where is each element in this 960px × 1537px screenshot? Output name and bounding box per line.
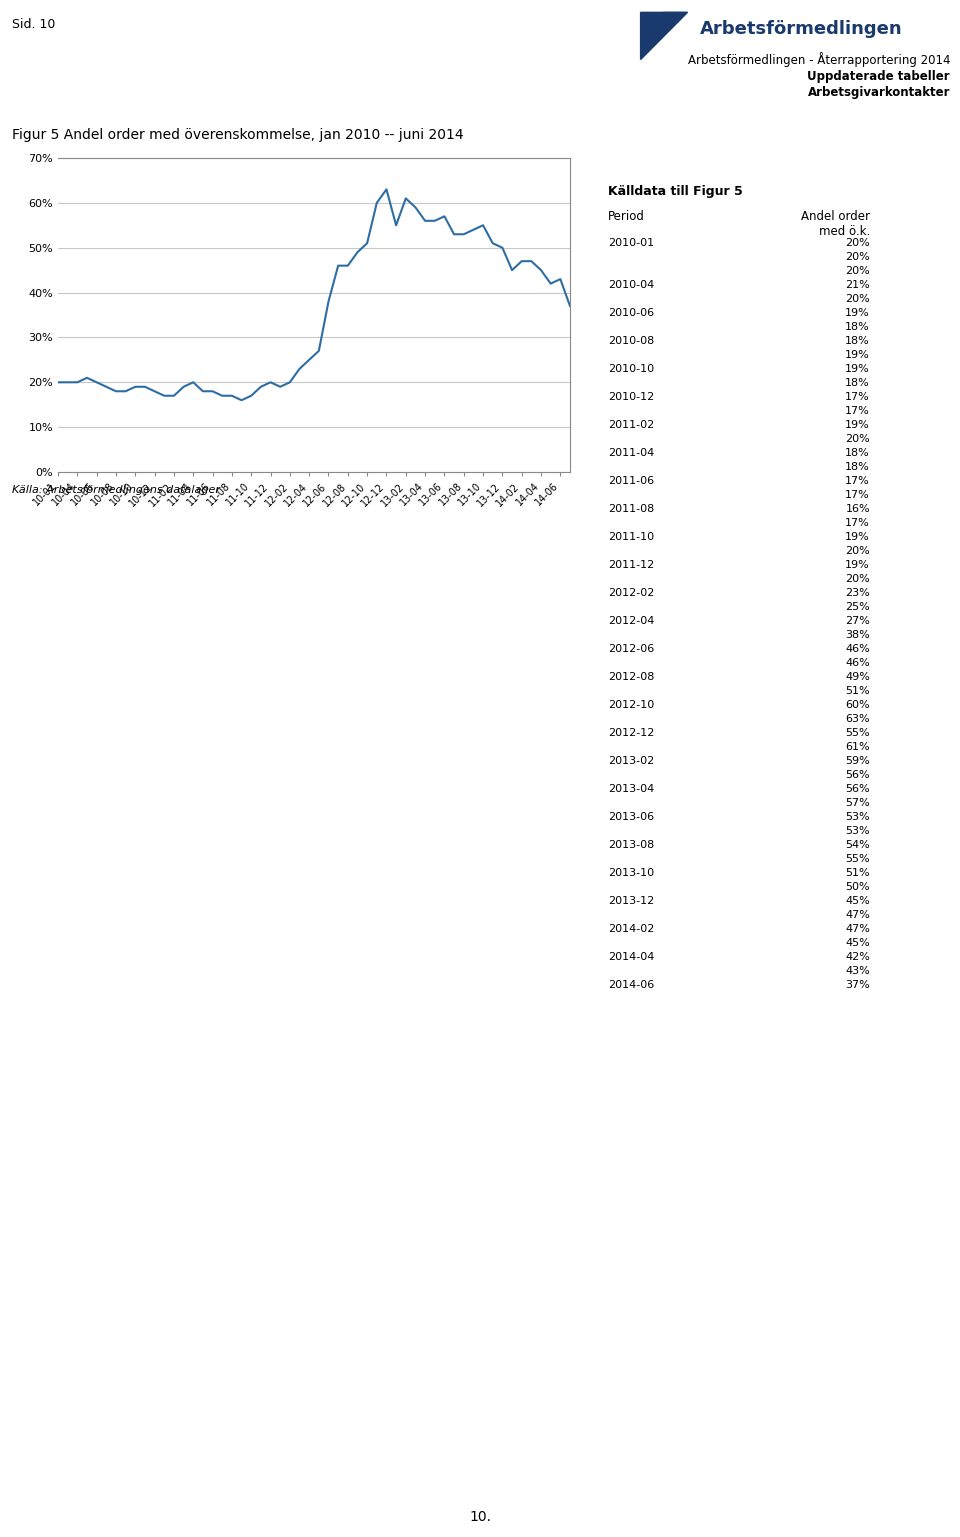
- Text: Arbetsförmedlingen: Arbetsförmedlingen: [700, 20, 902, 38]
- Text: 47%: 47%: [845, 910, 870, 921]
- Text: 18%: 18%: [845, 447, 870, 458]
- Text: 53%: 53%: [846, 812, 870, 822]
- Text: 16%: 16%: [846, 504, 870, 513]
- Text: 2010-12: 2010-12: [608, 392, 655, 403]
- Text: 2011-10: 2011-10: [608, 532, 654, 543]
- Text: 21%: 21%: [845, 280, 870, 290]
- Text: 20%: 20%: [845, 252, 870, 261]
- Text: 27%: 27%: [845, 616, 870, 626]
- Text: 2014-02: 2014-02: [608, 924, 655, 934]
- Text: 56%: 56%: [846, 784, 870, 795]
- Text: 19%: 19%: [845, 420, 870, 430]
- Text: 2011-04: 2011-04: [608, 447, 655, 458]
- Text: 53%: 53%: [846, 825, 870, 836]
- Text: 17%: 17%: [845, 392, 870, 403]
- Text: 45%: 45%: [845, 938, 870, 948]
- Text: 17%: 17%: [845, 476, 870, 486]
- Text: 20%: 20%: [845, 294, 870, 304]
- Text: 2012-12: 2012-12: [608, 729, 655, 738]
- Text: 2010-08: 2010-08: [608, 337, 655, 346]
- Text: Figur 5 Andel order med överenskommelse, jan 2010 -- juni 2014: Figur 5 Andel order med överenskommelse,…: [12, 128, 464, 141]
- Text: 54%: 54%: [845, 841, 870, 850]
- Text: 45%: 45%: [845, 896, 870, 905]
- Text: 2012-02: 2012-02: [608, 589, 655, 598]
- Text: 51%: 51%: [846, 686, 870, 696]
- Text: 20%: 20%: [845, 433, 870, 444]
- Text: 20%: 20%: [845, 573, 870, 584]
- Text: 18%: 18%: [845, 337, 870, 346]
- Text: 2012-08: 2012-08: [608, 672, 655, 682]
- Text: 2013-12: 2013-12: [608, 896, 655, 905]
- Text: 2010-06: 2010-06: [608, 307, 654, 318]
- Text: 47%: 47%: [845, 924, 870, 934]
- Text: 2011-02: 2011-02: [608, 420, 655, 430]
- Text: 20%: 20%: [845, 546, 870, 556]
- Text: 2010-10: 2010-10: [608, 364, 654, 373]
- Text: 18%: 18%: [845, 321, 870, 332]
- Text: 20%: 20%: [845, 238, 870, 247]
- Text: 19%: 19%: [845, 364, 870, 373]
- Text: 2013-04: 2013-04: [608, 784, 655, 795]
- Text: 2012-04: 2012-04: [608, 616, 655, 626]
- Text: 37%: 37%: [845, 981, 870, 990]
- Text: Källdata till Figur 5: Källdata till Figur 5: [608, 184, 743, 198]
- Text: 20%: 20%: [845, 266, 870, 277]
- Text: 55%: 55%: [846, 729, 870, 738]
- Text: 2010-04: 2010-04: [608, 280, 655, 290]
- Text: Uppdaterade tabeller: Uppdaterade tabeller: [807, 71, 950, 83]
- Text: 2014-04: 2014-04: [608, 951, 655, 962]
- Polygon shape: [640, 12, 687, 60]
- Text: 17%: 17%: [845, 490, 870, 500]
- Text: Källa: Arbetsförmedlingens datalager: Källa: Arbetsförmedlingens datalager: [12, 486, 220, 495]
- Text: 46%: 46%: [845, 644, 870, 655]
- Text: 50%: 50%: [846, 882, 870, 891]
- Text: Sid. 10: Sid. 10: [12, 18, 56, 31]
- Text: 60%: 60%: [846, 699, 870, 710]
- Text: 17%: 17%: [845, 518, 870, 529]
- Text: 55%: 55%: [846, 855, 870, 864]
- Text: Andel order
med ö.k.: Andel order med ö.k.: [801, 211, 870, 238]
- Text: 17%: 17%: [845, 406, 870, 417]
- Text: 42%: 42%: [845, 951, 870, 962]
- Text: 19%: 19%: [845, 532, 870, 543]
- Text: 19%: 19%: [845, 559, 870, 570]
- Text: 10.: 10.: [469, 1509, 491, 1525]
- Text: 18%: 18%: [845, 463, 870, 472]
- Text: 2010-01: 2010-01: [608, 238, 654, 247]
- Text: 46%: 46%: [845, 658, 870, 669]
- Text: 2013-02: 2013-02: [608, 756, 655, 765]
- Text: 23%: 23%: [845, 589, 870, 598]
- Text: Arbetsförmedlingen - Återrapportering 2014: Arbetsförmedlingen - Återrapportering 20…: [687, 52, 950, 68]
- Text: 38%: 38%: [845, 630, 870, 639]
- Text: 2011-12: 2011-12: [608, 559, 655, 570]
- Text: 19%: 19%: [845, 307, 870, 318]
- Text: 25%: 25%: [845, 603, 870, 612]
- Text: 63%: 63%: [846, 715, 870, 724]
- Text: 43%: 43%: [845, 965, 870, 976]
- Text: 2014-06: 2014-06: [608, 981, 655, 990]
- Text: 56%: 56%: [846, 770, 870, 779]
- Text: 2012-06: 2012-06: [608, 644, 655, 655]
- Text: 57%: 57%: [845, 798, 870, 808]
- Text: 18%: 18%: [845, 378, 870, 387]
- Text: 2011-08: 2011-08: [608, 504, 655, 513]
- Text: Arbetsgivarkontakter: Arbetsgivarkontakter: [807, 86, 950, 98]
- Text: 2011-06: 2011-06: [608, 476, 654, 486]
- Text: 2012-10: 2012-10: [608, 699, 655, 710]
- Polygon shape: [640, 12, 687, 60]
- Text: 2013-06: 2013-06: [608, 812, 654, 822]
- Text: 49%: 49%: [845, 672, 870, 682]
- Text: 2013-10: 2013-10: [608, 868, 654, 878]
- Text: 51%: 51%: [846, 868, 870, 878]
- Text: Period: Period: [608, 211, 645, 223]
- Text: 2013-08: 2013-08: [608, 841, 655, 850]
- Text: 19%: 19%: [845, 350, 870, 360]
- Text: 59%: 59%: [845, 756, 870, 765]
- Text: 61%: 61%: [846, 742, 870, 752]
